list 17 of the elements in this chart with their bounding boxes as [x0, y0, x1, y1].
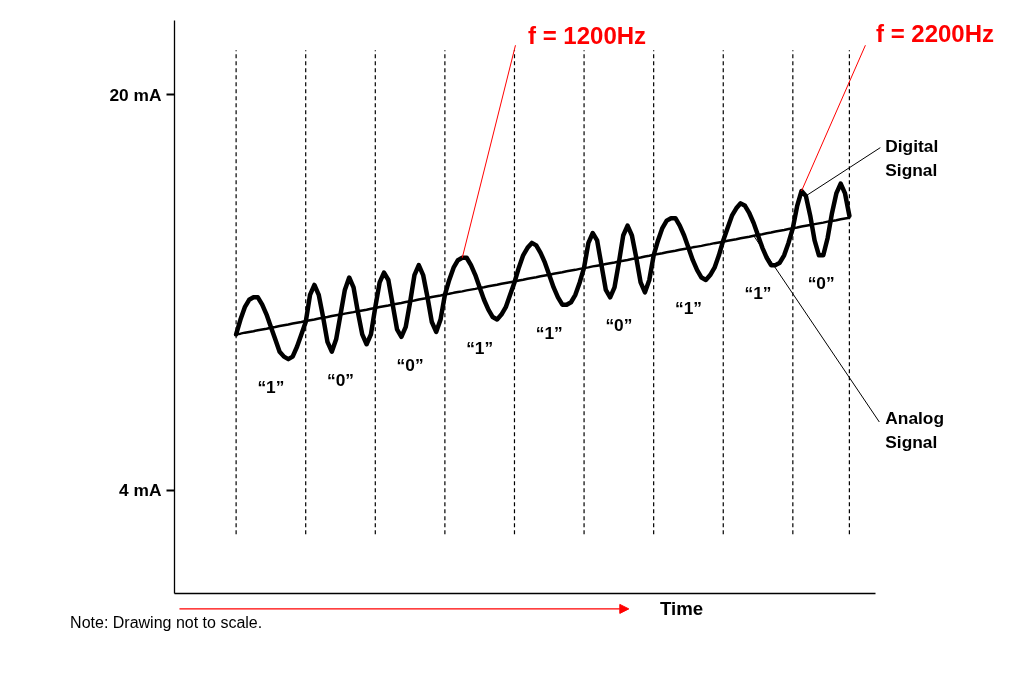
annotation: “1”: [535, 322, 563, 343]
annotation: “1”: [744, 283, 772, 304]
y-tick-label: 20 mA: [109, 84, 162, 105]
y-tick-label: 4 mA: [119, 480, 162, 501]
annotation: “0”: [327, 369, 354, 390]
text: Analog Signal: [885, 407, 945, 452]
x-axis-title: Time: [659, 598, 704, 620]
annotation: “1”: [674, 297, 702, 318]
annotation: “1”: [466, 337, 494, 358]
annotation: “0”: [807, 273, 835, 294]
text: Digital Signal: [885, 135, 939, 180]
annotation: “0”: [396, 354, 424, 375]
annotation: “0”: [605, 315, 633, 336]
annotation: “1”: [257, 377, 285, 398]
annotation: f = 1200Hz: [528, 21, 647, 49]
text: f = 2200Hz: [875, 19, 995, 47]
text: Note: Drawing not to scale.: [70, 614, 263, 632]
